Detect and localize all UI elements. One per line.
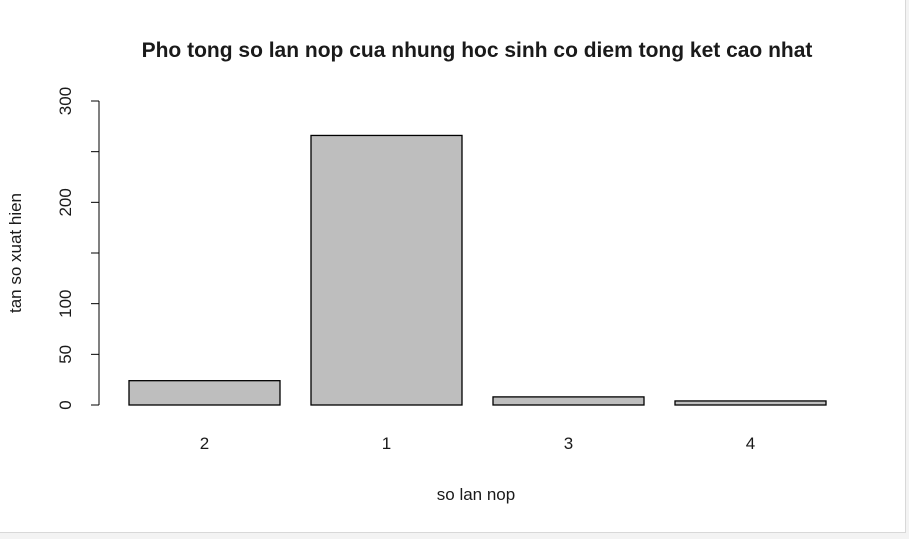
bar-2: [128, 380, 281, 406]
y-tick-label: 300: [56, 87, 75, 115]
y-tick-label: 100: [56, 289, 75, 317]
y-tick-label: 0: [56, 400, 75, 409]
bar-4: [674, 400, 827, 406]
bars: [128, 134, 827, 406]
y-tick-label: 50: [56, 345, 75, 364]
y-axis-label: tan so xuat hien: [6, 193, 25, 313]
y-axis: 0 50 100 200 300: [56, 87, 100, 410]
x-tick-label: 4: [746, 434, 755, 453]
x-tick-label: 2: [200, 434, 209, 453]
x-tick-label: 3: [564, 434, 573, 453]
chart-title: Pho tong so lan nop cua nhung hoc sinh c…: [142, 39, 813, 62]
x-tick-label: 1: [382, 434, 391, 453]
y-tick-label: 200: [56, 188, 75, 216]
bar-1: [310, 134, 463, 406]
x-axis-label: so lan nop: [437, 485, 515, 504]
x-tick-labels: 2 1 3 4: [200, 434, 755, 453]
bar-3: [492, 396, 645, 406]
